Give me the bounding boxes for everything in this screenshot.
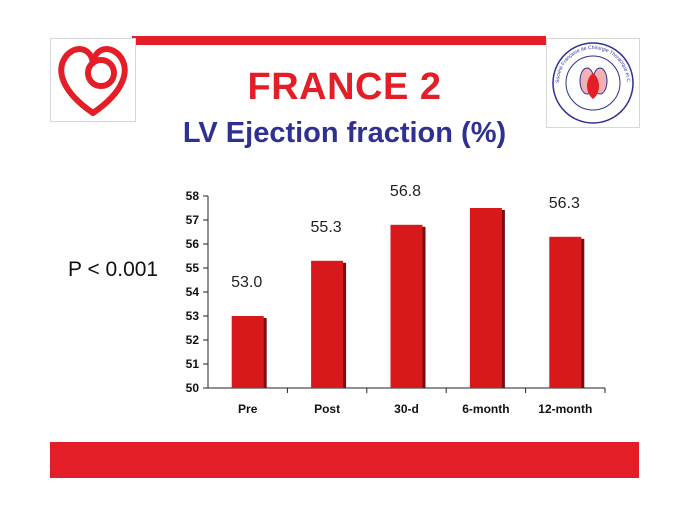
bar-data-label: 55.3 [311,219,342,236]
society-seal-icon: Société Française de Chirurgie Thoraciqu… [545,35,640,128]
x-tick-label: Pre [238,402,258,416]
x-tick-label: 6-month [462,402,509,416]
bar [549,236,582,388]
bar [311,260,344,388]
y-tick-label: 53 [186,309,200,323]
y-tick-label: 57 [186,213,200,227]
y-tick-label: 51 [186,357,200,371]
y-tick-label: 50 [186,381,200,395]
x-tick-label: 30-d [394,402,419,416]
bar-chart: 50 51 52 53 54 55 56 57 58 53.0 Pre 55.3 Post 56.8 30-… [186,180,606,416]
bottom-red-band [50,442,639,478]
p-value-annotation: P < 0.001 [68,258,159,281]
heart-logo-icon [50,38,136,122]
y-tick-label: 58 [186,189,200,203]
bar [231,316,264,388]
y-tick-label: 55 [186,261,200,275]
bar [390,224,423,388]
x-tick-label: Post [314,402,340,416]
y-tick-label: 54 [186,285,200,299]
bar-data-label: 56.8 [390,183,421,200]
x-tick-label: 12-month [538,402,592,416]
bar-data-label: 57.5 [469,180,500,183]
top-red-rule [132,36,546,45]
bar-data-label: 56.3 [549,195,580,212]
bar-data-label: 53.0 [231,274,262,291]
bar [469,208,502,388]
slide-title: FRANCE 2 [247,66,442,108]
y-tick-label: 56 [186,237,200,251]
y-tick-label: 52 [186,333,200,347]
slide-subtitle: LV Ejection fraction (%) [182,117,507,149]
